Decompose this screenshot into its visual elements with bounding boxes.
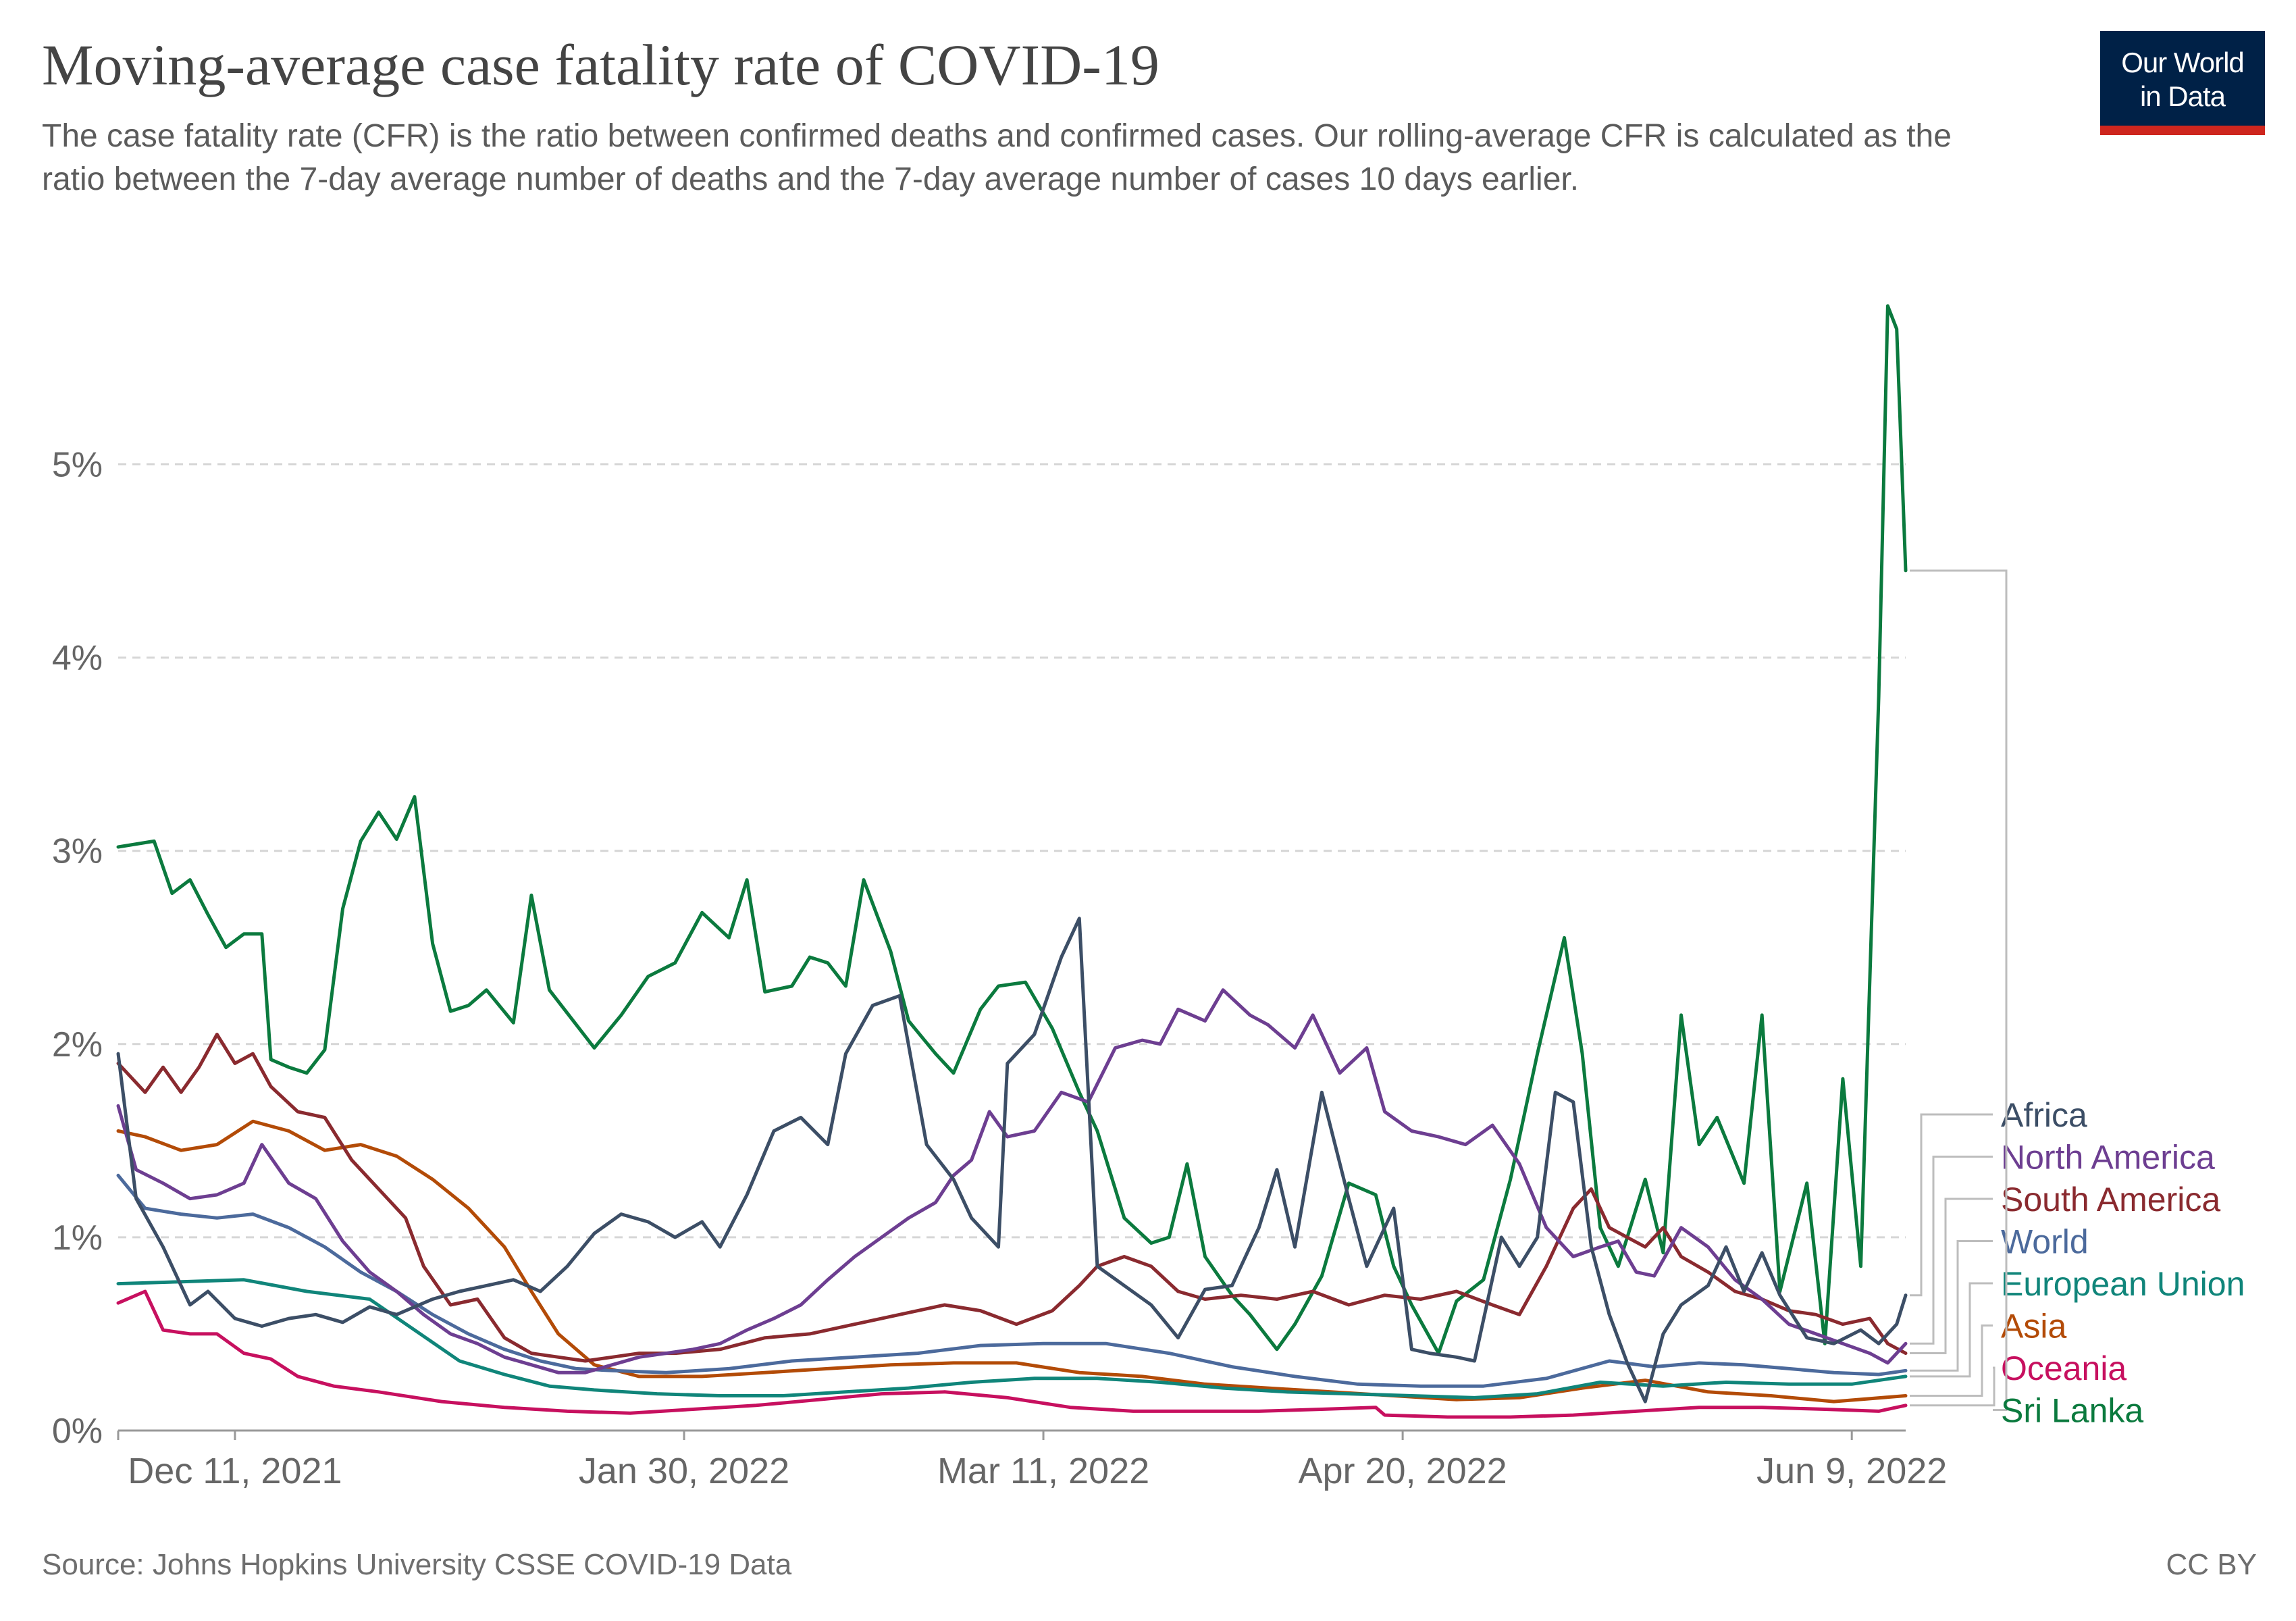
legend-label-south-america: South America bbox=[2001, 1181, 2220, 1218]
axes: 0% 1% 2% 3% 4% 5% Dec 11, 2021 Jan 30, 2022 Mar … bbox=[52, 445, 1947, 1491]
gridlines bbox=[118, 463, 1906, 1239]
series-line-north-america bbox=[116, 988, 1908, 1374]
legend-leader-line bbox=[1910, 1324, 1993, 1397]
x-tick-label: Mar 11, 2022 bbox=[937, 1451, 1149, 1491]
legend-leader-line bbox=[1910, 1156, 1993, 1345]
owid-logo-accent-bar bbox=[2100, 126, 2265, 135]
legend-leader-line bbox=[1910, 1198, 1993, 1355]
legend-label-africa: Africa bbox=[2001, 1096, 2087, 1134]
legend-label-world: World bbox=[2001, 1223, 2089, 1261]
y-tick-label: 0% bbox=[52, 1412, 103, 1451]
license-link[interactable]: CC BY bbox=[2166, 1548, 2257, 1581]
series-line-south-america bbox=[116, 1033, 1908, 1363]
source-note: Source: Johns Hopkins University CSSE CO… bbox=[42, 1548, 792, 1581]
series-line-oceania bbox=[116, 1289, 1908, 1419]
y-tick-label: 1% bbox=[52, 1218, 103, 1258]
x-tick-label: Jan 30, 2022 bbox=[579, 1451, 789, 1491]
series-line-european-union bbox=[116, 1278, 1908, 1399]
series-line-africa bbox=[116, 917, 1908, 1404]
series-lines bbox=[116, 304, 1908, 1419]
x-tick-label: Apr 20, 2022 bbox=[1298, 1451, 1507, 1491]
x-tick-label: Dec 11, 2021 bbox=[128, 1451, 342, 1491]
owid-logo-line2: in Data bbox=[2139, 80, 2226, 112]
y-tick-label: 2% bbox=[52, 1025, 103, 1064]
y-tick-label: 3% bbox=[52, 832, 103, 871]
legend-leader-line bbox=[1910, 1366, 1995, 1407]
series-line-asia bbox=[116, 1119, 1908, 1404]
owid-logo-line1: Our World bbox=[2121, 47, 2245, 78]
legend-leader-line bbox=[1910, 1282, 1993, 1378]
legend-label-european-union: European Union bbox=[2001, 1265, 2245, 1303]
owid-logo-text: Our World in Data bbox=[2100, 46, 2265, 113]
legend-label-sri-lanka: Sri Lanka bbox=[2001, 1392, 2143, 1430]
legend-label-oceania: Oceania bbox=[2001, 1349, 2127, 1387]
chart-subtitle: The case fatality rate (CFR) is the rati… bbox=[42, 118, 1952, 197]
legend-label-asia: Asia bbox=[2001, 1308, 2066, 1345]
owid-logo[interactable]: Our World in Data bbox=[2100, 31, 2265, 135]
legend-leader-line bbox=[1910, 569, 2008, 1411]
legend-leader-line bbox=[1910, 1113, 1993, 1297]
y-tick-label: 5% bbox=[52, 445, 103, 484]
x-tick-label: Jun 9, 2022 bbox=[1756, 1451, 1947, 1491]
legend: Africa North America South America World Eur… bbox=[1910, 569, 2245, 1430]
legend-leader-line bbox=[1910, 1240, 1993, 1372]
y-tick-label: 4% bbox=[52, 639, 103, 678]
series-line-sri-lanka bbox=[116, 304, 1908, 1356]
chart-title: Moving-average case fatality rate of COV… bbox=[42, 32, 1159, 97]
series-line-world bbox=[116, 1173, 1908, 1388]
legend-label-north-america: North America bbox=[2001, 1139, 2215, 1177]
